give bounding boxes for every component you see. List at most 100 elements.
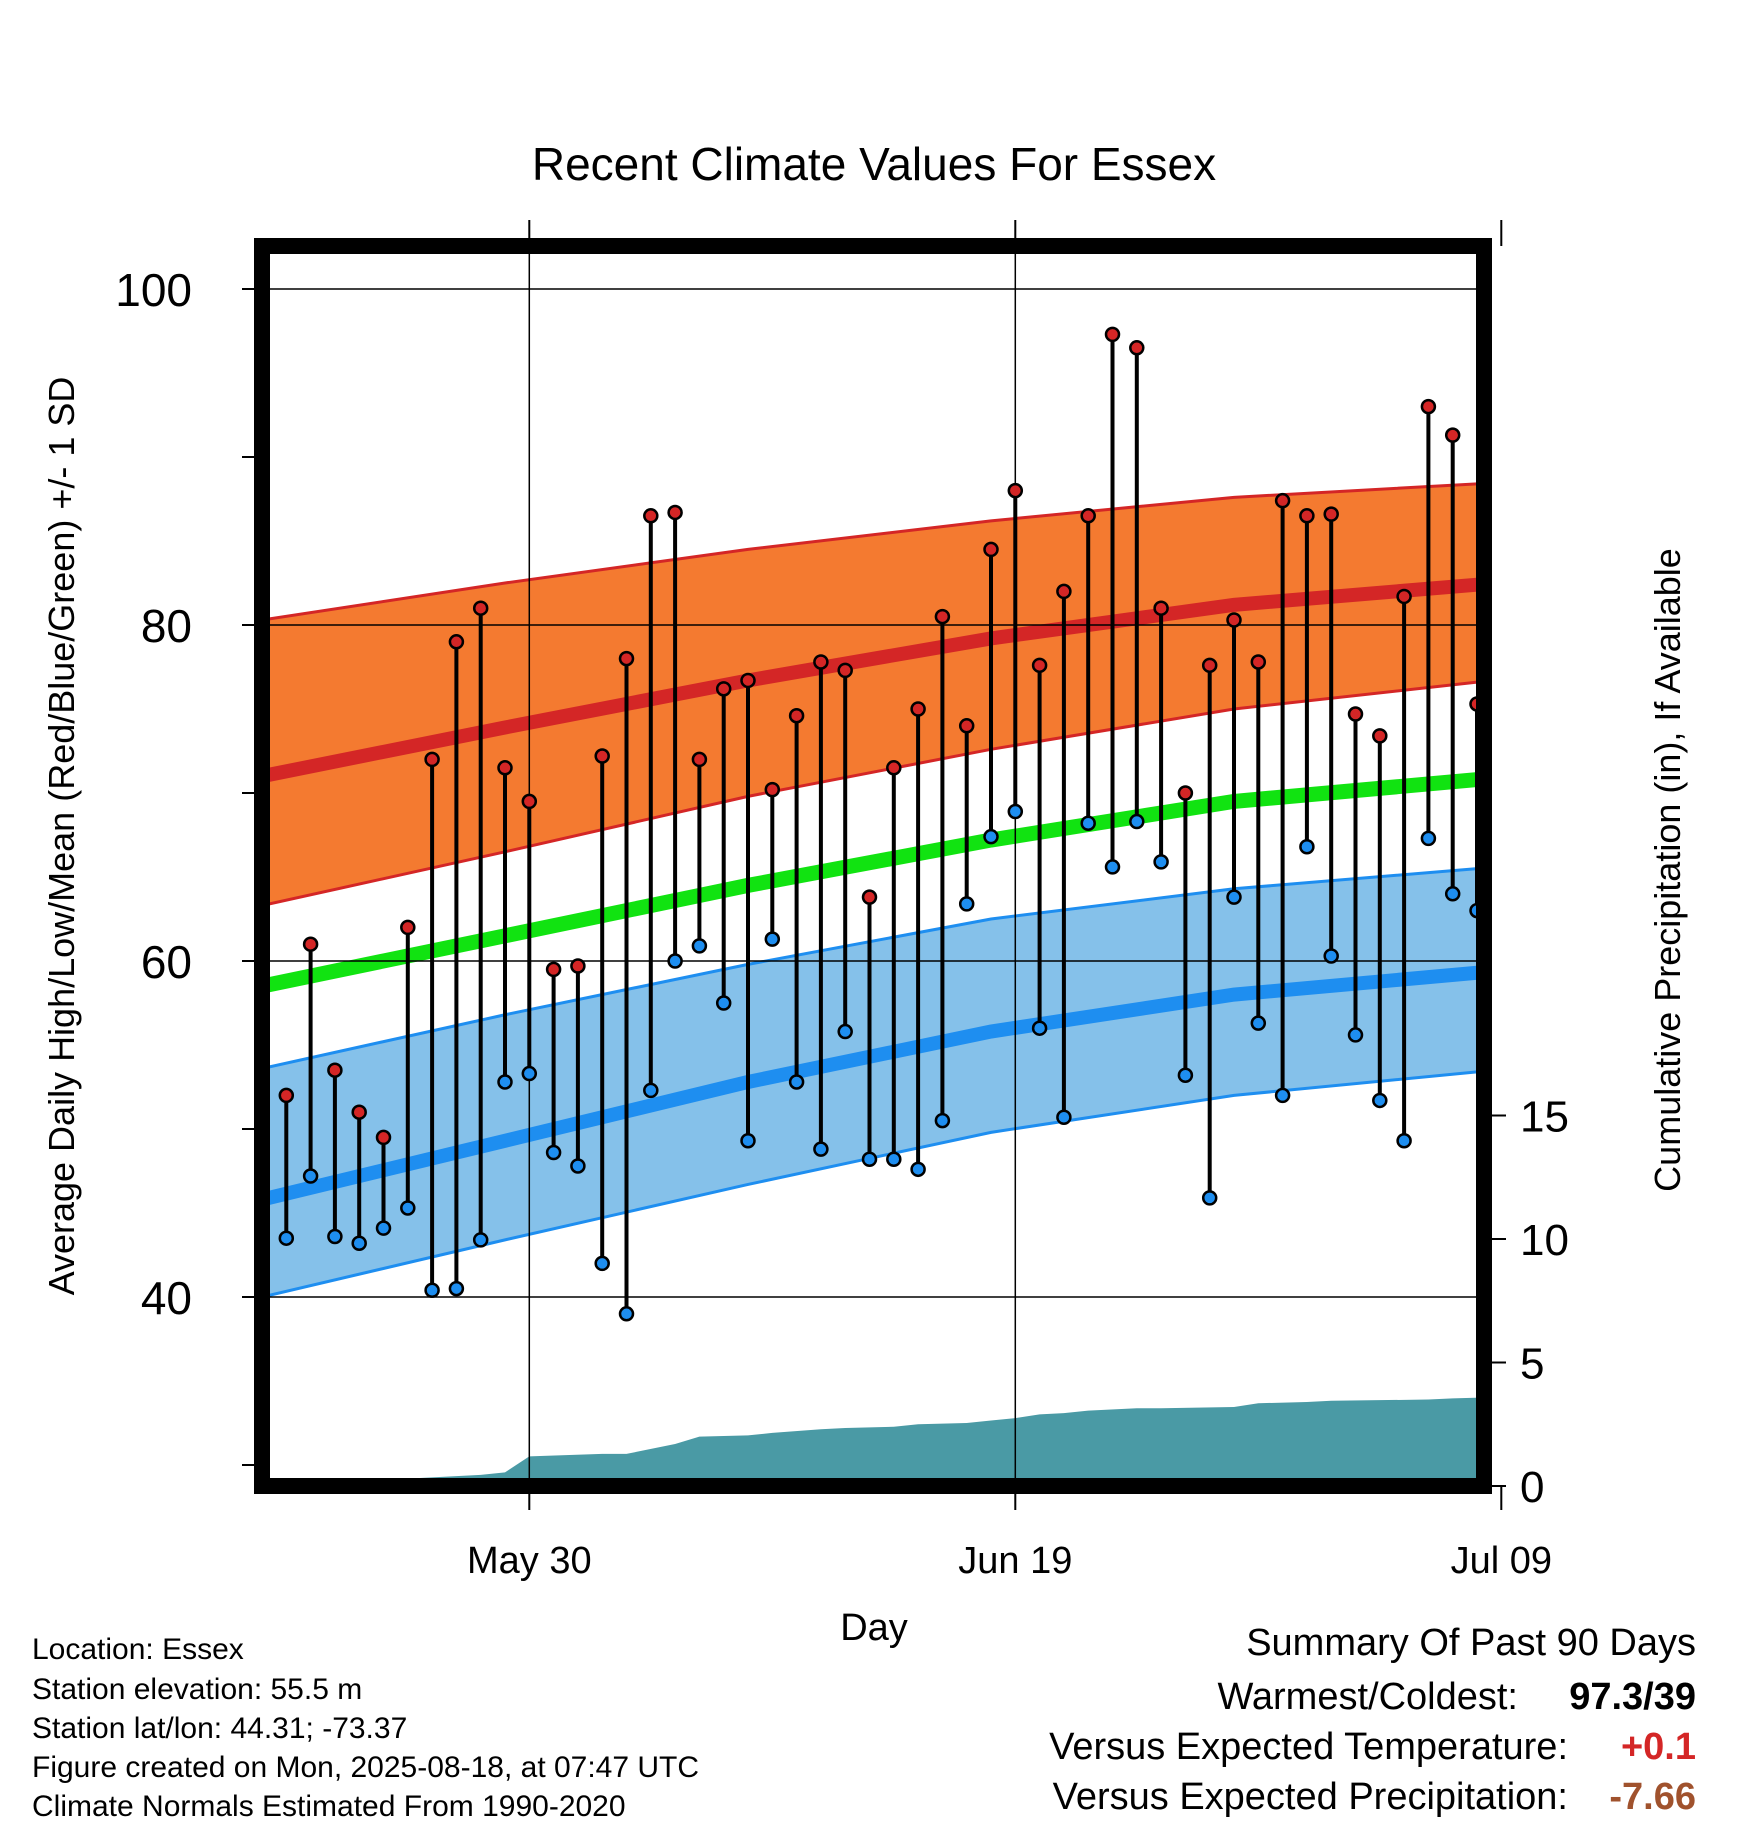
high-sd-band: [262, 483, 1484, 906]
daily-low-point: [375, 1220, 392, 1236]
daily-low-point: [1056, 1109, 1072, 1125]
daily-low-point: [813, 1141, 829, 1157]
daily-low-point: [1323, 948, 1339, 964]
daily-high-point: [1665, 390, 1678, 403]
daily-low-point: [934, 1112, 951, 1129]
daily-high-point: [740, 672, 756, 689]
daily-high-point: [813, 654, 829, 670]
daily-low-point: [1519, 897, 1532, 910]
daily-low-point: [837, 1023, 853, 1040]
daily-high-point: [400, 919, 416, 936]
summary-warmest-label: Warmest/Coldest:: [1217, 1676, 1518, 1718]
low-sd-band-lower-edge: [262, 1069, 1484, 1299]
daily-high-point: [594, 748, 610, 764]
high-normal-line: [262, 577, 1484, 784]
daily-low-point: [1226, 889, 1242, 905]
daily-low-point: [424, 1282, 440, 1299]
x-tick-label: May 30: [467, 1540, 592, 1582]
daily-high-point: [521, 793, 538, 810]
daily-low-point: [691, 938, 708, 954]
daily-low-point: [1738, 1170, 1748, 1183]
daily-high-point: [1714, 679, 1727, 692]
daily-high-point: [1226, 612, 1242, 628]
daily-high-point: [618, 650, 635, 667]
daily-high-point: [1444, 427, 1461, 443]
daily-low-point: [1153, 854, 1169, 870]
daily-high-point: [1031, 657, 1048, 674]
daily-high-point: [278, 1087, 295, 1104]
daily-high-point: [351, 1104, 367, 1120]
y-tick-label: 60: [141, 936, 192, 988]
daily-high-point: [958, 718, 975, 734]
daily-low-point: [1568, 902, 1581, 915]
daily-high-point: [497, 760, 513, 776]
info-created: Figure created on Mon, 2025-08-18, at 07…: [32, 1751, 700, 1784]
daily-high-point: [1323, 506, 1339, 522]
daily-low-point: [1177, 1067, 1194, 1083]
daily-high-point: [691, 751, 708, 768]
daily-high-point: [375, 1129, 392, 1146]
daily-high-point: [1543, 479, 1556, 492]
daily-low-point: [764, 931, 781, 947]
daily-high-point: [302, 936, 319, 952]
daily-low-point: [302, 1168, 319, 1184]
daily-low-point: [448, 1280, 465, 1297]
daily-high-point: [1689, 429, 1702, 442]
y-tick-label: 100: [115, 264, 192, 316]
daily-high-point: [545, 961, 562, 978]
info-elevation: Station elevation: 55.5 m: [32, 1673, 363, 1706]
daily-high-point: [764, 781, 781, 798]
daily-low-point: [1129, 813, 1145, 830]
daily-high-point: [472, 600, 489, 616]
chart-title: Recent Climate Values For Essex: [532, 138, 1216, 190]
daily-high-point: [1007, 482, 1024, 499]
daily-high-point: [1201, 657, 1218, 674]
daily-high-point: [1153, 600, 1169, 616]
daily-high-point: [1592, 504, 1605, 517]
y-tick-label: 80: [141, 600, 192, 652]
daily-high-point: [1080, 508, 1096, 524]
daily-low-point: [351, 1235, 367, 1251]
daily-low-point: [1031, 1020, 1048, 1036]
daily-high-point: [1519, 514, 1532, 527]
high-sd-band-lower-edge: [262, 680, 1484, 908]
y2-tick-label: 10: [1520, 1216, 1569, 1265]
daily-low-point: [521, 1065, 538, 1082]
daily-low-point: [1396, 1133, 1412, 1149]
daily-low-point: [472, 1232, 489, 1248]
daily-low-point: [1714, 1104, 1727, 1117]
daily-low-point: [1080, 815, 1096, 831]
daily-low-point: [1274, 1087, 1291, 1104]
daily-high-point: [1274, 492, 1291, 509]
daily-high-point: [861, 889, 878, 905]
daily-low-point: [910, 1161, 926, 1178]
summary-precip-value: -7.66: [1609, 1776, 1696, 1818]
daily-low-point: [715, 995, 732, 1011]
y2-tick-label: 5: [1520, 1340, 1544, 1389]
daily-high-point: [1738, 536, 1748, 549]
daily-low-point: [1689, 778, 1702, 791]
daily-low-point: [1495, 913, 1508, 926]
daily-high-point: [1056, 583, 1072, 600]
daily-low-point: [1299, 839, 1315, 855]
y2-tick-label: 15: [1520, 1093, 1569, 1142]
daily-high-point: [1420, 398, 1437, 415]
daily-high-point: [643, 508, 659, 524]
x-tick-label: Jun 19: [958, 1540, 1072, 1582]
daily-high-point: [1372, 728, 1388, 744]
high-sd-band-upper-edge: [262, 482, 1484, 622]
daily-low-point: [1616, 829, 1629, 842]
daily-high-point: [448, 634, 465, 650]
daily-low-point: [594, 1255, 610, 1272]
daily-low-point: [545, 1144, 562, 1161]
daily-high-point: [424, 751, 440, 768]
daily-high-point: [1495, 590, 1508, 603]
low-sd-band-upper-edge: [262, 866, 1484, 1070]
precip-area: [262, 1397, 1484, 1486]
daily-low-point: [1201, 1190, 1218, 1206]
daily-high-point: [886, 760, 902, 776]
daily-high-point: [1177, 785, 1194, 801]
